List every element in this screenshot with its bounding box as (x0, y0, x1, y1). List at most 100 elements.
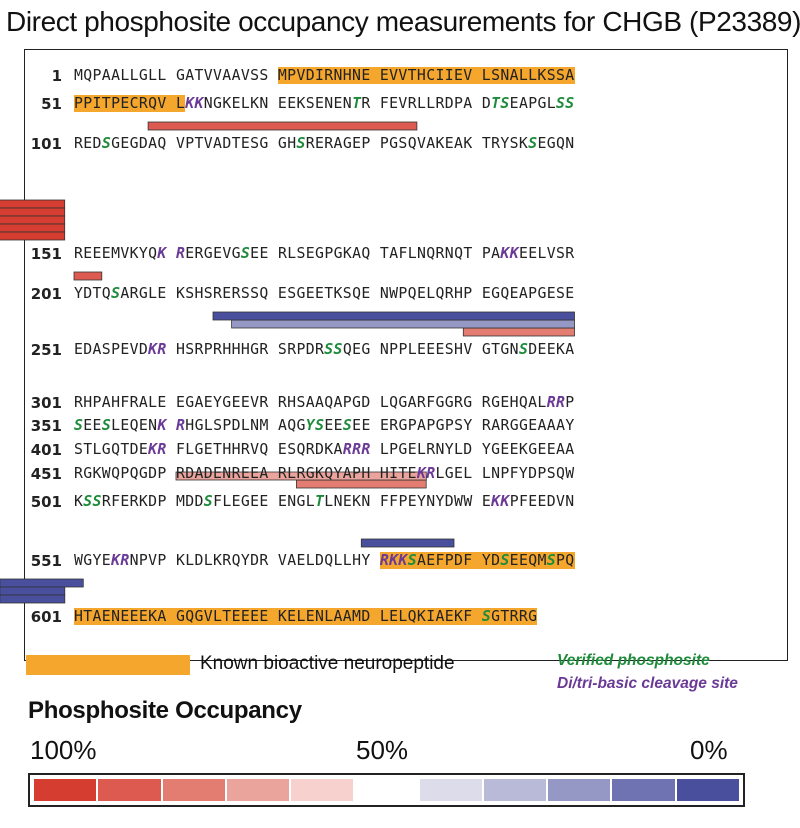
cleavage-site-residue: KK (491, 493, 510, 510)
occupancy-color-scale (28, 773, 745, 807)
residue-position-label: 551 (30, 552, 62, 570)
occupancy-swatch (355, 779, 418, 801)
cleavage-site-residue: RR (546, 394, 566, 411)
scale-label-50: 50% (356, 735, 409, 765)
phosphosite-residue: S (296, 135, 306, 152)
cleavage-site-residue: KK (185, 95, 204, 112)
sequence-segment: RHPAHFRALE EGAEYGEEVR RHSAAQAPGD LQGARFG… (74, 394, 547, 411)
phosphosite-residue: T (352, 95, 362, 112)
sequence-segment: DEEKA (528, 341, 575, 358)
sequence-segment: PPITPECRQV L (74, 95, 186, 112)
bioactive-legend-swatch (26, 655, 190, 675)
occupancy-swatch (548, 779, 611, 801)
sequence-text: EDASPEVDKR HSRPRHHHGR SRPDRSSQEG NPPLEEE… (74, 339, 575, 361)
sequence-segment: MQPAALLGLL GATVVAAVSS (74, 67, 278, 84)
sequence-segment: ARGLE KSHSRERSSQ ESGEETKSQE NWPQELQRHP E… (120, 285, 575, 302)
cleavage-site-residue: KR (111, 552, 130, 569)
sequence-text: HTAENEEEKA GQGVLTEEEE KELENLAAMD LELQKIA… (74, 606, 538, 628)
sequence-text: WGYEKRNPVP KLDLKRQYDR VAELDQLLHY RKK SAEF… (74, 550, 575, 572)
occupancy-swatch (34, 779, 97, 801)
residue-position-label: 301 (30, 394, 62, 412)
cleavage-site-residue: K (157, 417, 167, 434)
residue-position-label: 101 (30, 135, 62, 153)
cleavage-site-residue: RKK (379, 552, 408, 569)
residue-position-label: 451 (30, 465, 62, 483)
sequence-text: REDSGEGDAQ VPTVADTESG GHSRERAGEP PGSQVAK… (74, 133, 575, 155)
peptide-bar (175, 471, 427, 481)
phosphosite-residue: S (528, 135, 538, 152)
residue-position-label: 201 (30, 285, 62, 303)
phosphosite-residue: SS (556, 95, 575, 112)
sequence-segment: RFERKDP MDD (101, 493, 204, 510)
sequence-segment: FLEGEE ENGL (213, 493, 316, 510)
peptide-bar (73, 271, 103, 281)
sequence-segment: EELVSR (518, 245, 575, 262)
peptide-bar (212, 311, 575, 321)
figure-title: Direct phosphosite occupancy measurement… (6, 6, 800, 37)
peptide-bar (360, 538, 455, 548)
scale-label-100: 100% (30, 735, 97, 765)
phosphosite-residue: YS (305, 417, 325, 434)
occupancy-swatch (98, 779, 161, 801)
residue-position-label: 501 (30, 493, 62, 511)
residue-position-label: 401 (30, 441, 62, 459)
sequence-segment: MPVDIRNHNE EVVTHCIIEV LSNALLKSSA (277, 67, 575, 84)
phosphosite-residue: SS (83, 493, 102, 510)
occupancy-swatch (483, 779, 547, 801)
sequence-segment: PQ (556, 552, 575, 569)
residue-position-label: 351 (30, 417, 62, 435)
cleavage-site-legend: Di/tri-basic cleavage site (557, 675, 738, 692)
peptide-bar (0, 223, 66, 233)
sequence-segment: NPVP KLDLKRQYDR VAELDQLLHY (129, 552, 380, 569)
sequence-segment: REEEMVKYQ (74, 245, 158, 262)
occupancy-title: Phosphosite Occupancy (28, 697, 302, 724)
peptide-bar (0, 207, 66, 217)
sequence-text: PPITPECRQV LKKNGKELKN EEKSENENTR FEVRLLR… (74, 93, 575, 115)
phosphosite-residue: T (315, 493, 325, 510)
sequence-segment: RERAGEP PGSQVAKEAK TRYSK (305, 135, 529, 152)
residue-position-label: 1 (51, 67, 62, 85)
phosphosite-residue: S (101, 135, 112, 152)
sequence-text: MQPAALLGLL GATVVAAVSS MPVDIRNHNE EVVTHCI… (74, 65, 575, 87)
sequence-segment: HGLSPDLNM AQG (185, 417, 306, 434)
peptide-bar (0, 215, 66, 225)
phosphosite-residue: SS (324, 341, 343, 358)
sequence-segment: P (565, 394, 575, 411)
sequence-segment: GEGDAQ VPTVADTESG GH (111, 135, 297, 152)
sequence-segment: EE ERGPAPGPSY RARGGEAAAY (352, 417, 575, 434)
occupancy-swatch (226, 779, 290, 801)
sequence-segment: EGQN (537, 135, 575, 152)
sequence-segment: STLGQTDE (74, 441, 149, 458)
cleavage-site-residue: KR (416, 465, 436, 482)
sequence-segment: LEQEN (111, 417, 158, 434)
occupancy-swatch (612, 779, 675, 801)
scale-label-0: 0% (690, 735, 728, 765)
residue-position-label: 601 (30, 608, 62, 626)
cleavage-site-residue: R (176, 417, 186, 434)
sequence-segment: WGYE (74, 552, 112, 569)
sequence-segment: YDTQ (74, 285, 112, 302)
sequence-segment: ERGEVG (185, 245, 241, 262)
sequence-segment: LGEL LNPFYDPSQW (435, 465, 575, 482)
sequence-segment (167, 417, 176, 434)
sequence-segment: K (74, 493, 84, 510)
occupancy-swatch (676, 779, 739, 801)
sequence-segment: EAPGL (509, 95, 557, 112)
sequence-segment: EEQM (509, 552, 547, 569)
phosphosite-residue: S (481, 608, 492, 625)
phosphosite-residue: S (74, 417, 84, 434)
cleavage-site-residue: RRR (342, 441, 371, 458)
sequence-segment: AEFPDF YD (416, 552, 501, 569)
cleavage-site-residue: R (175, 245, 186, 262)
phosphosite-residue: TS (491, 95, 510, 112)
sequence-segment: QEG NPPLEEESHV GTGN (342, 341, 519, 358)
sequence-text: KSSRFERKDP MDDSFLEGEE ENGLTLNEKN FFPEYNY… (74, 491, 575, 513)
phosphosite-residue: S (500, 552, 510, 569)
residue-position-label: 251 (30, 341, 62, 359)
peptide-bar (0, 199, 66, 209)
sequence-segment: EE RLSEGPGKAQ TAFLNQRNQT PA (250, 245, 501, 262)
residue-position-label: 151 (30, 245, 62, 263)
peptide-bar (147, 121, 418, 131)
sequence-segment: HTAENEEEKA GQGVLTEEEE KELENLAAMD LELQKIA… (74, 608, 482, 625)
